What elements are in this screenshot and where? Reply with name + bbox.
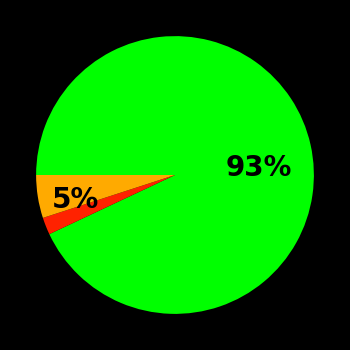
Text: 93%: 93% [225,154,292,182]
Wedge shape [43,175,175,234]
Wedge shape [36,36,314,314]
Text: 5%: 5% [51,186,99,214]
Wedge shape [36,175,175,218]
